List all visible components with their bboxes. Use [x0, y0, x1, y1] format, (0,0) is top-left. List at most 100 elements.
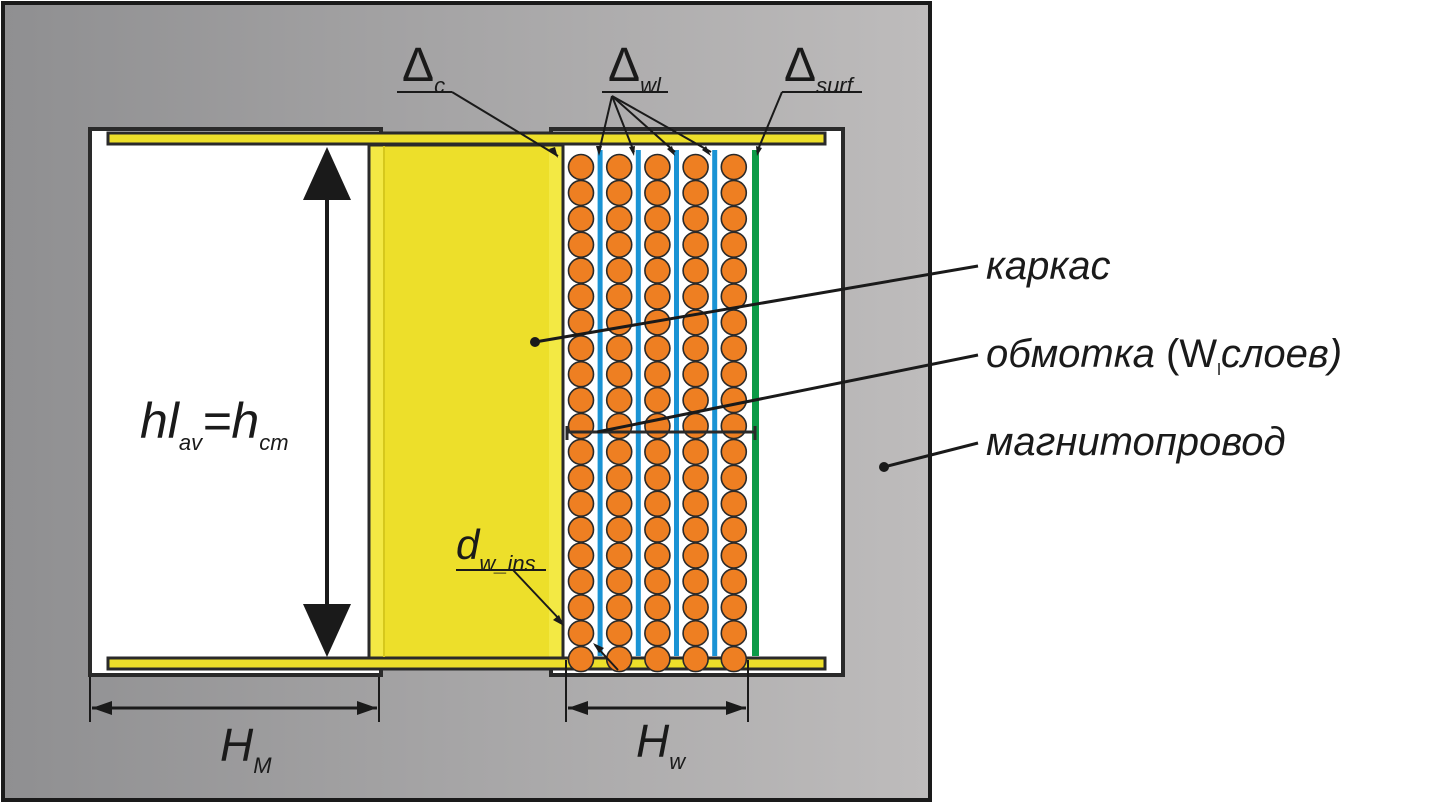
leader-lines: [397, 91, 862, 671]
wire-turn: [644, 464, 671, 492]
wire-turn: [720, 386, 748, 414]
hw-sub: w: [669, 749, 686, 774]
dw-ins-symbol: d: [456, 521, 480, 568]
wire-turn: [682, 360, 709, 388]
height-label: hlav=hcm: [140, 393, 289, 454]
bobbin-flange-top: [106, 131, 827, 146]
wire-turn: [682, 283, 709, 310]
height-sub-av: av: [178, 430, 203, 455]
callout-lines: [534, 264, 979, 469]
layer-insulation-strip: [674, 150, 679, 656]
wire-turn: [682, 619, 709, 647]
wire-turn: [720, 542, 748, 569]
wire-turn: [720, 334, 748, 362]
frame-callout-dot: [530, 337, 540, 347]
wire-turn: [644, 257, 671, 284]
wire-turn: [682, 334, 709, 362]
wire-turn: [605, 542, 633, 569]
delta-c-symbol: Δ: [402, 39, 435, 92]
delta-surf-symbol: Δ: [784, 39, 817, 92]
frame-label: каркас: [986, 244, 1111, 288]
hm-sub: M: [253, 753, 272, 778]
bobbin-flange-bottom: [106, 656, 827, 671]
wire-turn: [644, 179, 671, 207]
wire-turn: [644, 516, 671, 543]
delta-surf-sub: surf: [816, 73, 853, 98]
hw-label: Hw: [636, 715, 685, 773]
wire-turn: [682, 231, 709, 258]
wire-turn: [720, 309, 748, 336]
wire-turn: [682, 153, 709, 181]
wire-turn: [605, 516, 633, 543]
height-hl: hl: [140, 393, 179, 449]
wire-turn: [682, 568, 709, 595]
wire-turn: [567, 438, 595, 466]
wire-turn: [567, 231, 595, 258]
hm-dimension: [89, 677, 380, 722]
layer-insulation-strip: [635, 150, 641, 656]
height-eq: =h: [202, 393, 260, 449]
dw-ins-label: dw_ins: [456, 521, 536, 575]
wire-turn: [682, 645, 709, 673]
leader-arrowheads: [549, 146, 762, 653]
wire-turn: [682, 593, 709, 621]
wire-turn: [644, 593, 671, 621]
wire-turn: [644, 153, 671, 181]
wire-turn: [682, 205, 709, 233]
wire-turn: [605, 205, 633, 233]
wire-turn: [644, 231, 671, 258]
wire-turn: [682, 412, 709, 440]
winding-text: обмотка: [986, 332, 1155, 376]
wire-turn: [567, 568, 595, 595]
wire-turn: [720, 257, 748, 284]
height-arrow: [303, 147, 351, 657]
core-label: магнитопровод: [986, 420, 1286, 464]
wire-turn: [567, 205, 595, 233]
layer-insulation-strip: [712, 150, 718, 656]
wire-turn: [567, 593, 595, 621]
surface-insulation-strip: [752, 150, 759, 656]
hw-symbol: H: [636, 715, 670, 767]
layer-insulation-strip: [597, 150, 603, 656]
wire-turn: [605, 334, 633, 362]
wire-turn: [605, 438, 633, 466]
wire-turn: [644, 386, 671, 414]
wire-turn: [720, 645, 748, 673]
wire-turn: [605, 464, 633, 492]
wire-turn: [644, 283, 671, 310]
wire-turn: [567, 257, 595, 284]
wire-turn: [605, 283, 633, 310]
wire-turn: [720, 231, 748, 258]
winding-rest: слоев): [1220, 332, 1343, 376]
wire-turn: [567, 542, 595, 569]
winding-sub: l: [1217, 360, 1221, 379]
wire-turn: [720, 179, 748, 207]
wire-turn: [720, 438, 748, 466]
wire-turn: [644, 568, 671, 595]
wire-turn: [720, 153, 748, 181]
winding-open: (W: [1166, 332, 1218, 376]
left-window: [88, 127, 383, 677]
wire-turn: [720, 593, 748, 621]
wire-turn: [605, 619, 633, 647]
delta-wl-sub: wl: [640, 73, 661, 98]
bobbin-tube-right-edge: [549, 145, 563, 658]
wire-turn: [605, 309, 633, 336]
wire-turn: [605, 153, 633, 181]
wire-turn: [720, 412, 748, 440]
wire-turn: [567, 619, 595, 647]
wire-turn: [682, 438, 709, 466]
wire-turn: [567, 283, 595, 310]
wire-turn: [605, 593, 633, 621]
wire-turn: [644, 542, 671, 569]
wire-turn: [567, 360, 595, 388]
wire-turn: [644, 438, 671, 466]
wire-turn: [605, 645, 633, 673]
wire-turn: [682, 516, 709, 543]
wire-turn: [605, 231, 633, 258]
wire-turn: [682, 257, 709, 284]
wire-turn: [644, 205, 671, 233]
wire-turn: [720, 619, 748, 647]
wire-turn: [605, 568, 633, 595]
